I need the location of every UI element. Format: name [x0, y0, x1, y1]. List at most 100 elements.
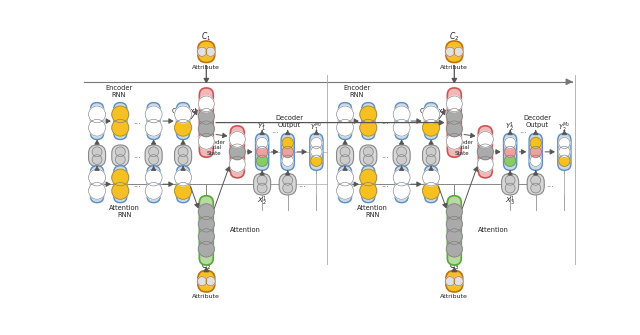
Circle shape [446, 109, 462, 124]
FancyBboxPatch shape [339, 166, 351, 203]
FancyBboxPatch shape [281, 133, 294, 170]
Circle shape [198, 96, 214, 112]
Circle shape [426, 155, 436, 164]
Circle shape [559, 137, 570, 149]
Circle shape [397, 147, 406, 157]
FancyBboxPatch shape [198, 270, 215, 292]
Circle shape [530, 146, 541, 157]
Circle shape [175, 183, 191, 199]
Text: Context
RNN: Context RNN [172, 109, 198, 121]
Circle shape [477, 156, 493, 172]
Circle shape [148, 147, 159, 157]
FancyBboxPatch shape [279, 174, 296, 195]
Circle shape [206, 47, 215, 56]
Circle shape [340, 147, 350, 157]
Circle shape [446, 216, 462, 232]
Circle shape [257, 155, 268, 166]
Circle shape [364, 155, 373, 164]
FancyBboxPatch shape [147, 166, 160, 203]
Text: Encoder
RNN: Encoder RNN [105, 85, 132, 98]
FancyBboxPatch shape [255, 133, 269, 170]
FancyBboxPatch shape [424, 103, 438, 140]
Text: ...: ... [271, 126, 279, 135]
FancyBboxPatch shape [447, 88, 461, 157]
Circle shape [446, 241, 462, 257]
Text: ...: ... [381, 180, 389, 189]
Text: Attribute: Attribute [440, 65, 468, 70]
Text: ...: ... [381, 117, 389, 126]
FancyBboxPatch shape [114, 103, 127, 140]
Text: Attribute: Attribute [193, 65, 220, 70]
Circle shape [445, 47, 454, 56]
Circle shape [311, 146, 322, 157]
FancyBboxPatch shape [395, 166, 408, 203]
Circle shape [178, 155, 188, 164]
Text: ...: ... [133, 151, 141, 160]
Circle shape [340, 155, 350, 164]
FancyBboxPatch shape [88, 145, 106, 166]
Circle shape [311, 137, 322, 149]
Text: Attention: Attention [230, 227, 260, 233]
Circle shape [282, 155, 293, 166]
Circle shape [283, 176, 292, 185]
Circle shape [311, 155, 322, 166]
Circle shape [197, 47, 207, 56]
FancyBboxPatch shape [310, 133, 323, 170]
Circle shape [115, 155, 125, 164]
Circle shape [282, 137, 293, 149]
Circle shape [559, 146, 570, 157]
Circle shape [283, 183, 292, 193]
Circle shape [112, 106, 129, 123]
Text: ...: ... [546, 180, 554, 189]
Circle shape [446, 229, 462, 245]
Circle shape [446, 204, 462, 219]
FancyBboxPatch shape [90, 166, 104, 203]
Text: $X_2^1$: $X_2^1$ [257, 195, 268, 208]
Circle shape [337, 183, 353, 199]
Circle shape [92, 155, 102, 164]
Circle shape [198, 216, 214, 232]
Circle shape [175, 169, 191, 186]
Text: $C_3$: $C_3$ [449, 260, 460, 272]
Circle shape [337, 169, 353, 186]
Circle shape [198, 133, 214, 149]
Circle shape [206, 277, 215, 286]
Text: Context
RNN: Context RNN [420, 109, 445, 121]
FancyBboxPatch shape [177, 166, 189, 203]
FancyBboxPatch shape [199, 88, 213, 157]
Text: ...: ... [519, 126, 527, 135]
FancyBboxPatch shape [147, 103, 160, 140]
Circle shape [454, 277, 463, 286]
Circle shape [422, 183, 440, 199]
Circle shape [397, 155, 406, 164]
Text: ...: ... [298, 180, 305, 189]
FancyBboxPatch shape [447, 196, 461, 265]
Circle shape [393, 106, 410, 123]
Text: $X_3^1$: $X_3^1$ [505, 195, 515, 208]
FancyBboxPatch shape [478, 126, 492, 178]
FancyBboxPatch shape [112, 145, 129, 166]
Circle shape [148, 155, 159, 164]
Circle shape [531, 183, 541, 193]
Circle shape [504, 146, 516, 157]
Circle shape [257, 137, 268, 149]
Circle shape [88, 119, 106, 136]
Circle shape [112, 183, 129, 199]
Circle shape [360, 119, 377, 136]
Circle shape [198, 241, 214, 257]
Circle shape [198, 109, 214, 124]
Circle shape [198, 121, 214, 137]
FancyBboxPatch shape [424, 166, 438, 203]
Circle shape [422, 169, 440, 186]
Circle shape [337, 119, 353, 136]
Circle shape [446, 96, 462, 112]
Circle shape [178, 147, 188, 157]
FancyBboxPatch shape [502, 174, 518, 195]
Circle shape [145, 169, 162, 186]
FancyBboxPatch shape [90, 103, 104, 140]
Circle shape [175, 119, 191, 136]
Circle shape [505, 183, 515, 193]
FancyBboxPatch shape [199, 196, 213, 265]
Circle shape [229, 144, 245, 160]
Text: Attention
RNN: Attention RNN [356, 205, 388, 218]
